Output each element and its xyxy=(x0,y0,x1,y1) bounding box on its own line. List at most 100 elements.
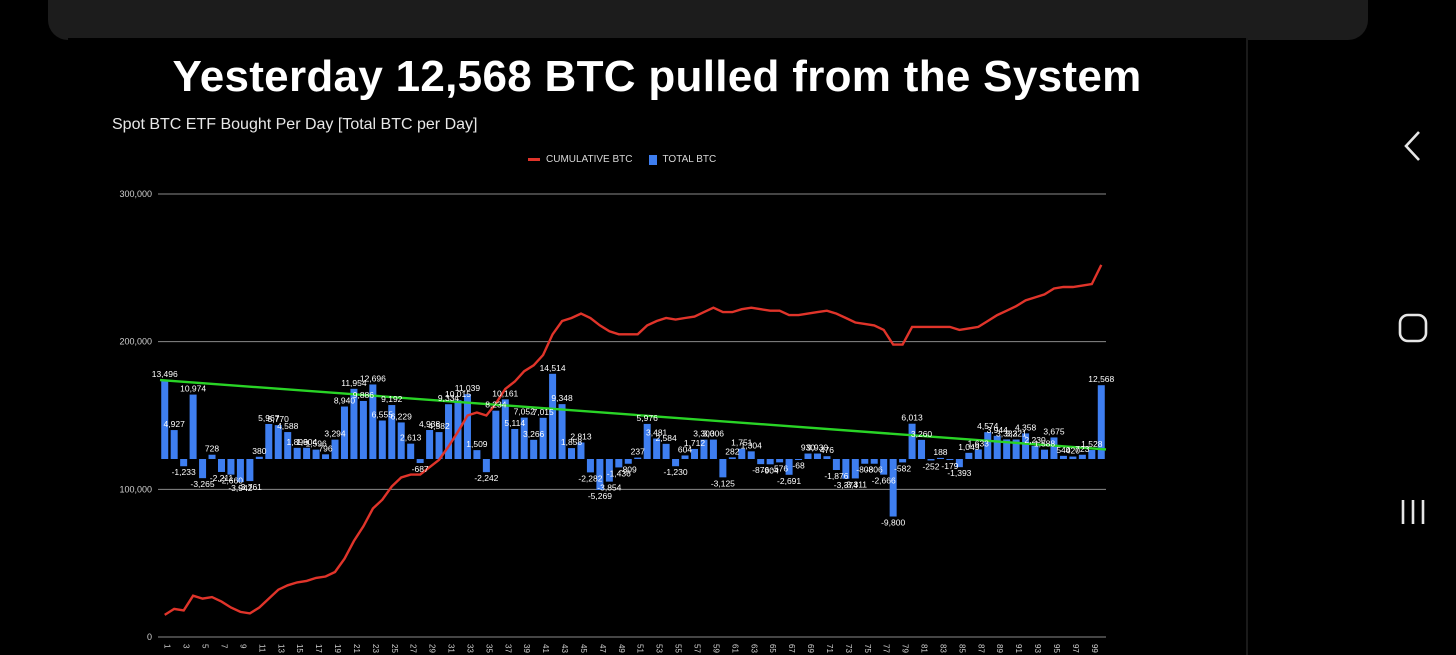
data-label: -2,666 xyxy=(872,476,896,486)
bar xyxy=(293,447,301,459)
legend-label-total: TOTAL BTC xyxy=(662,154,717,165)
data-label: -806 xyxy=(866,465,883,475)
x-tick-label: 83 xyxy=(938,644,947,653)
x-tick-label: 61 xyxy=(730,644,739,653)
bar xyxy=(463,394,471,459)
bar xyxy=(208,454,216,459)
bar xyxy=(312,449,320,459)
data-label: -2,660 xyxy=(219,476,243,486)
bar xyxy=(1012,439,1020,459)
bar xyxy=(161,379,169,459)
x-tick-label: 59 xyxy=(711,644,720,653)
data-label: 1,049 xyxy=(958,442,980,452)
data-label: -1,436 xyxy=(607,468,631,478)
x-tick-label: 97 xyxy=(1071,644,1080,653)
bar xyxy=(899,459,907,463)
bar xyxy=(1041,449,1049,459)
bar xyxy=(804,453,812,459)
data-label: 4,588 xyxy=(277,421,299,431)
bar xyxy=(501,399,509,459)
bar xyxy=(284,432,292,459)
bar xyxy=(624,459,632,464)
data-label: 1,596 xyxy=(305,439,327,449)
bar xyxy=(795,459,803,460)
x-tick-label: 37 xyxy=(503,644,512,653)
home-button[interactable] xyxy=(1370,298,1456,358)
bar xyxy=(369,384,377,459)
recents-button[interactable] xyxy=(1370,482,1456,542)
data-label: 930 xyxy=(801,443,815,453)
x-tick-label: 9 xyxy=(238,644,247,649)
bar xyxy=(672,459,680,467)
data-label: -1,393 xyxy=(947,468,971,478)
bar xyxy=(426,430,434,459)
bar xyxy=(719,459,727,478)
bar xyxy=(378,420,386,459)
bar xyxy=(199,459,207,479)
data-label: 237 xyxy=(631,447,645,457)
bar xyxy=(1050,437,1058,459)
data-label: 5,770 xyxy=(268,414,290,424)
bar xyxy=(766,459,774,465)
x-tick-label: 23 xyxy=(371,644,380,653)
bar xyxy=(511,428,519,459)
legend-swatch-total xyxy=(648,154,657,165)
bar xyxy=(322,454,330,459)
bar xyxy=(728,457,736,459)
x-tick-label: 73 xyxy=(844,644,853,653)
bar xyxy=(303,447,311,459)
data-label: 1,904 xyxy=(296,437,318,447)
legend-label-cumulative: CUMULATIVE BTC xyxy=(546,154,633,165)
cumulative-line xyxy=(164,264,1103,616)
bar xyxy=(653,438,661,459)
data-label: 6,555 xyxy=(372,410,394,420)
data-label: 723 xyxy=(1075,444,1089,454)
x-tick-label: 19 xyxy=(333,644,342,653)
data-label: 8,234 xyxy=(485,400,507,410)
back-button[interactable] xyxy=(1370,116,1456,176)
data-label: 4,938 xyxy=(419,419,441,429)
bar xyxy=(605,459,613,482)
bar xyxy=(227,459,235,475)
bar xyxy=(1059,455,1067,459)
bar xyxy=(274,425,282,459)
data-label: 728 xyxy=(205,444,219,454)
bar xyxy=(586,459,594,473)
bar xyxy=(738,448,746,459)
data-label: 5,967 xyxy=(258,413,280,423)
data-label: -904 xyxy=(762,465,779,475)
x-tick-label: 63 xyxy=(749,644,758,653)
bar xyxy=(785,459,793,475)
bar xyxy=(851,459,859,479)
x-tick-label: 31 xyxy=(447,644,456,653)
data-label: -2,242 xyxy=(474,473,498,483)
chevron-left-icon xyxy=(1404,131,1420,161)
y-tick-label: 200,000 xyxy=(119,337,152,347)
bar xyxy=(189,394,197,459)
data-label: 4,927 xyxy=(164,419,186,429)
bar xyxy=(1069,456,1077,459)
bar xyxy=(340,406,348,459)
data-label: 7,015 xyxy=(532,407,554,417)
data-label: 3,266 xyxy=(523,429,545,439)
bar xyxy=(662,443,670,459)
bar xyxy=(870,459,878,464)
y-tick-label: 100,000 xyxy=(119,484,152,494)
bar xyxy=(445,404,453,459)
x-tick-label: 29 xyxy=(428,644,437,653)
bar xyxy=(596,459,604,490)
data-label: 3,481 xyxy=(646,428,668,438)
bar xyxy=(889,459,897,517)
bar xyxy=(643,423,651,459)
x-tick-label: 43 xyxy=(560,644,569,653)
trend-line xyxy=(159,378,1107,451)
data-label: 6,013 xyxy=(901,413,923,423)
data-label: 3,306 xyxy=(703,429,725,439)
bar xyxy=(1097,385,1105,459)
x-tick-label: 71 xyxy=(825,644,834,653)
data-label: 11,954 xyxy=(341,378,367,388)
data-label: 10,161 xyxy=(492,388,518,398)
x-tick-label: 85 xyxy=(957,644,966,653)
data-label: -1,876 xyxy=(824,471,848,481)
bar xyxy=(776,459,784,463)
